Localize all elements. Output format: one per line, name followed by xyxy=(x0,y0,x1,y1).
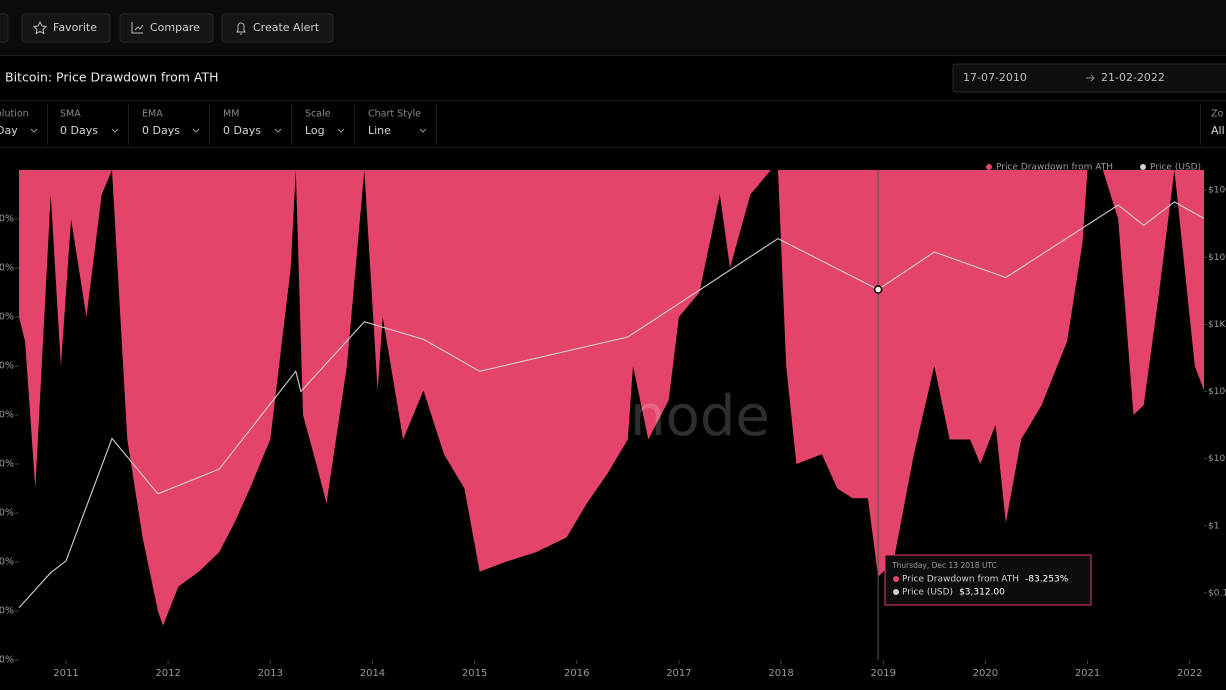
drawdown-area xyxy=(19,170,1204,660)
chevron xyxy=(192,128,200,133)
y-tick-label: -10% xyxy=(0,214,14,225)
control[interactable]: olution Day xyxy=(0,109,38,138)
control-label[interactable]: Chart Style xyxy=(368,109,421,120)
button-label[interactable]: Compare xyxy=(150,21,200,34)
date-range[interactable]: 17-07-2010 21-02-2022 xyxy=(952,63,1226,93)
control-label[interactable]: Zo xyxy=(1211,109,1224,120)
button[interactable] xyxy=(0,13,9,43)
date-to[interactable]: 21-02-2022 xyxy=(1101,71,1165,84)
y2-tick-label: $10 xyxy=(1208,454,1225,464)
date-from[interactable]: 17-07-2010 xyxy=(963,71,1027,84)
star-icon xyxy=(32,20,48,35)
chevron xyxy=(30,128,38,133)
watermark: node xyxy=(630,384,770,449)
favorite-button[interactable]: Favorite xyxy=(21,13,111,43)
chevron xyxy=(274,128,282,133)
control[interactable]: Zo All xyxy=(1211,109,1225,138)
control[interactable]: Scale Log xyxy=(305,109,345,138)
control-label[interactable]: Scale xyxy=(305,109,331,120)
x-tick-label: 2021 xyxy=(1075,668,1100,679)
tooltip-swatch xyxy=(893,576,899,582)
button-label[interactable]: Favorite xyxy=(53,21,97,34)
x-tick-label: 2019 xyxy=(871,668,896,679)
chevron xyxy=(111,128,119,133)
control-value[interactable]: All xyxy=(1211,124,1225,137)
control-label[interactable]: MM xyxy=(223,109,239,120)
chevron xyxy=(419,128,427,133)
control-value[interactable]: 0 Days xyxy=(142,124,180,137)
button-bg[interactable] xyxy=(21,13,111,43)
control[interactable]: Chart Style Line xyxy=(368,109,427,138)
hover-point xyxy=(873,285,883,294)
y2-tick-label: $1K xyxy=(1208,320,1226,330)
y2-tick-label: $1 xyxy=(1208,521,1219,531)
control-label[interactable]: EMA xyxy=(142,109,163,120)
x-tick-label: 2013 xyxy=(258,668,283,679)
bell-icon xyxy=(236,22,246,35)
button-bg[interactable] xyxy=(119,13,214,43)
arrow-icon xyxy=(1086,74,1095,82)
control[interactable]: EMA 0 Days xyxy=(142,109,200,138)
control-label[interactable]: SMA xyxy=(60,109,81,120)
y2-tick-label: $100K xyxy=(1208,186,1226,196)
chevron xyxy=(337,128,345,133)
x-tick-label: 2011 xyxy=(53,668,78,679)
button-bg[interactable] xyxy=(221,13,334,43)
y-tick-label: -20% xyxy=(0,263,14,274)
legend-label[interactable]: Price Drawdown from ATH xyxy=(996,163,1113,173)
control-label[interactable]: olution xyxy=(0,109,29,120)
x-tick-label: 2017 xyxy=(666,668,691,679)
x-tick-label: 2022 xyxy=(1177,668,1202,679)
x-tick-label: 2015 xyxy=(462,668,487,679)
create-alert-button[interactable]: Create Alert xyxy=(221,13,334,43)
plot: node -10% -20% -30% -40% -50% -60% -70% -80% -90%… xyxy=(0,163,1226,680)
y-tick-label: -50% xyxy=(0,410,14,421)
tooltip-name: Price (USD) xyxy=(902,588,953,598)
legend-label[interactable]: Price (USD) xyxy=(1150,163,1201,173)
x-tick-label: 2018 xyxy=(768,668,793,679)
legend-swatch[interactable] xyxy=(986,164,992,170)
tooltip: Thursday, Dec 13 2018 UTC Price Drawdown … xyxy=(884,554,1092,606)
chart-icon xyxy=(131,22,144,34)
tooltip-name: Price Drawdown from ATH xyxy=(902,575,1019,585)
x-tick-label: 2014 xyxy=(360,668,385,679)
tooltip-box xyxy=(884,554,1092,606)
y-tick-label: -70% xyxy=(0,508,14,519)
y-tick-label: -80% xyxy=(0,557,14,568)
y-tick-label: -90% xyxy=(0,606,14,617)
control-value[interactable]: Day xyxy=(0,124,18,137)
tooltip-swatch xyxy=(893,589,899,595)
tooltip-value: -83.253% xyxy=(1025,575,1069,585)
x-tick-label: 2020 xyxy=(973,668,998,679)
tooltip-value: $3,312.00 xyxy=(959,588,1005,598)
control-value[interactable]: Log xyxy=(305,124,325,137)
control[interactable]: SMA 0 Days xyxy=(60,109,119,138)
y2-tick-label: $100 xyxy=(1208,387,1226,397)
y-tick-label: -60% xyxy=(0,459,14,470)
price-line xyxy=(18,201,1205,609)
y2-tick-label: $10K xyxy=(1208,253,1226,263)
legend[interactable]: Price Drawdown from ATH Price (USD) xyxy=(986,163,1201,173)
y2-tick-label: $0.1 xyxy=(1208,588,1226,598)
legend-swatch[interactable] xyxy=(1140,164,1146,170)
control-value[interactable]: 0 Days xyxy=(223,124,261,137)
control[interactable]: MM 0 Days xyxy=(223,109,282,138)
chart-title: Bitcoin: Price Drawdown from ATH xyxy=(5,70,219,85)
y-tick-label: -40% xyxy=(0,361,14,372)
tooltip-date: Thursday, Dec 13 2018 UTC xyxy=(891,561,997,570)
x-tick-label: 2016 xyxy=(564,668,589,679)
compare-button[interactable]: Compare xyxy=(119,13,214,43)
button-label[interactable]: Create Alert xyxy=(253,21,320,34)
controls: olution Day SMA 0 Days EMA 0 Days MM 0 Days Scal… xyxy=(0,104,1225,145)
y-tick-label: -30% xyxy=(0,312,14,323)
x-tick-label: 2012 xyxy=(155,668,180,679)
control-value[interactable]: 0 Days xyxy=(60,124,98,137)
y-tick-label: -100% xyxy=(0,655,14,666)
control-value[interactable]: Line xyxy=(368,124,391,137)
